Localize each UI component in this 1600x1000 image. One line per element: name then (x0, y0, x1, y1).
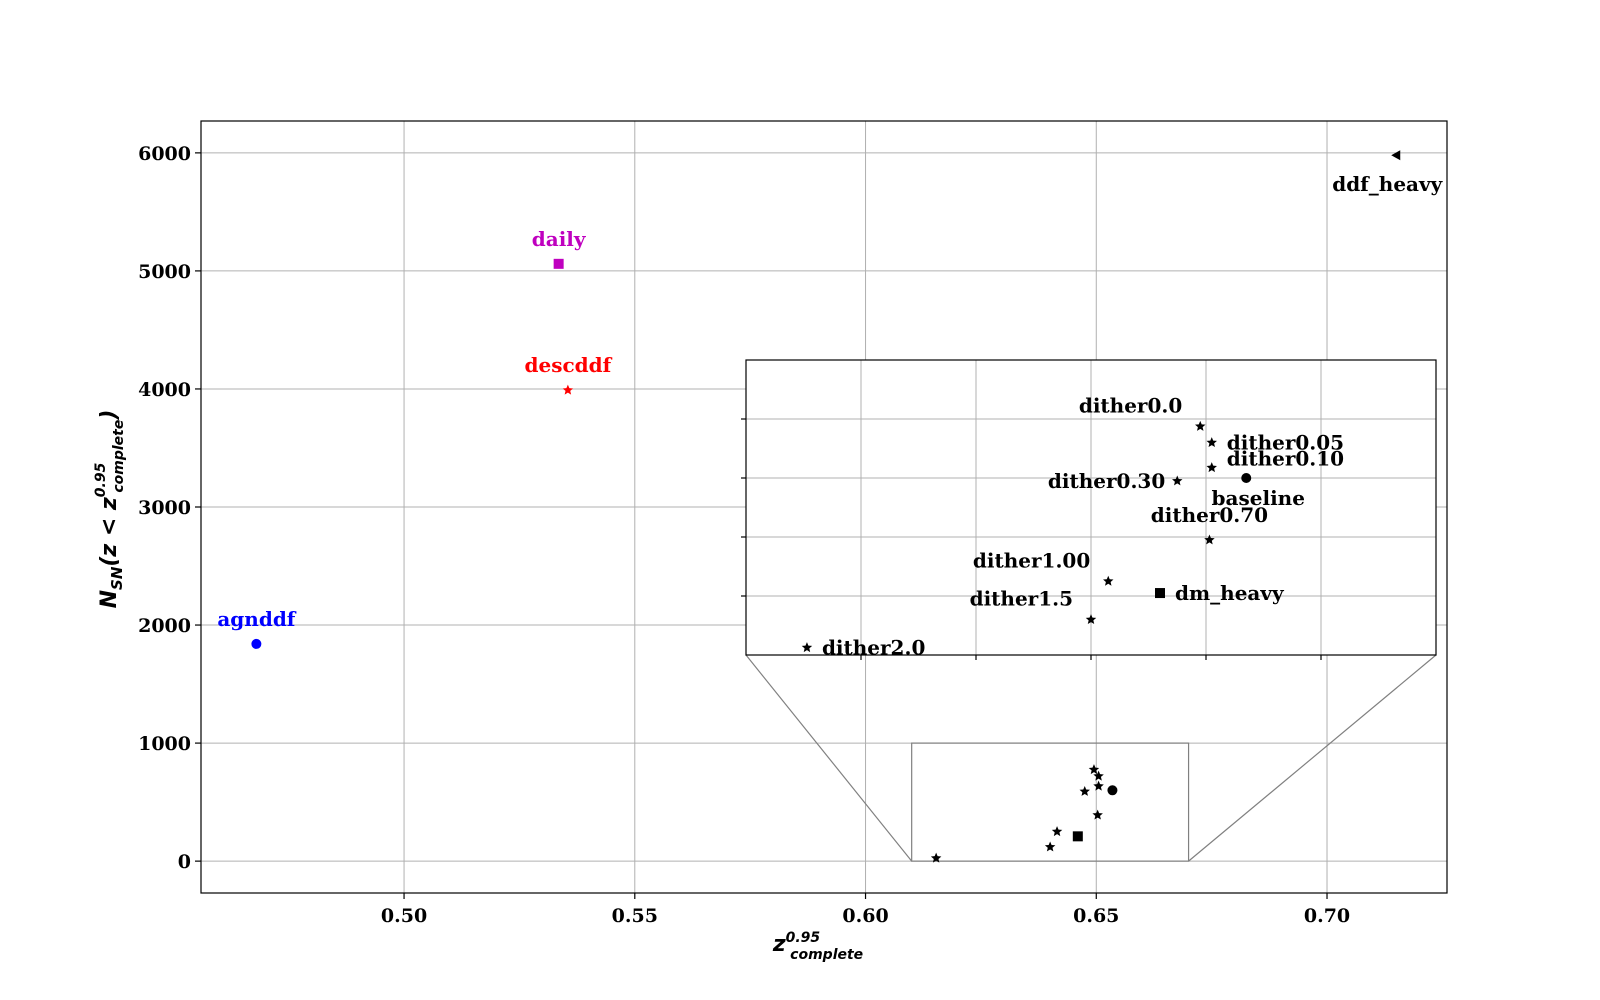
x-tick-label: 0.50 (381, 905, 427, 927)
inset-point-dither2-0 (801, 642, 813, 653)
data-point-dither1-00 (1051, 826, 1063, 837)
plot-frame (200, 120, 1448, 894)
point-labels: agnddf daily descddf ddf_heavy (217, 172, 1443, 631)
data-point-dm-heavy (1072, 831, 1083, 842)
inset-point-label: dither0.70 (1151, 503, 1268, 527)
x-tick-label: 0.60 (842, 905, 888, 927)
inset-point-dither0-05 (1206, 437, 1217, 448)
point-label: descddf (525, 353, 613, 377)
data-point-dither1-5 (1044, 841, 1056, 852)
y-axis-label: NSN(z < z0.95 complete) (93, 410, 127, 609)
data-point-daily (553, 258, 564, 269)
inset-point-baseline (1241, 473, 1252, 483)
zoom-region-box (911, 742, 1190, 862)
inset-point-label: dither0.05 (1227, 431, 1344, 455)
y-tick-label: 4000 (138, 379, 191, 401)
inset-point-label: dither0.0 (1079, 393, 1182, 417)
y-tick-label: 2000 (138, 615, 191, 637)
x-tick-label: 0.65 (1073, 905, 1119, 927)
inset-point-dither0-0 (1195, 420, 1206, 431)
data-point-dither0-70 (1092, 809, 1103, 820)
inset-axes: baselinedm_heavydither0.0dither0.05dithe… (741, 359, 1437, 660)
inset-point-label: baseline (1212, 486, 1305, 510)
inset-point-label: dm_heavy (1175, 581, 1285, 605)
inset-point-dither0-70 (1204, 534, 1215, 545)
data-point-dither0-0 (1088, 764, 1100, 775)
data-point-dither0-05 (1093, 770, 1104, 781)
x-tick-label: 0.55 (612, 905, 658, 927)
zoom-connector-line (1188, 654, 1437, 862)
zoom-indicator (745, 654, 1437, 862)
inset-point-label: dither0.10 (1227, 447, 1344, 471)
main-points (251, 150, 1401, 863)
inset-point-label: dither1.5 (970, 587, 1073, 611)
y-axis-ticks: 0 1000 2000 3000 4000 5000 6000 (138, 143, 201, 873)
inset-point-dither1-5 (1085, 614, 1097, 625)
inset-frame (745, 359, 1437, 656)
point-label: daily (532, 227, 587, 251)
y-tick-label: 0 (178, 851, 191, 873)
data-point-descddf (562, 384, 574, 395)
y-tick-label: 5000 (138, 261, 191, 283)
zoom-connector-line (745, 654, 913, 862)
point-label: ddf_heavy (1332, 172, 1443, 196)
point-label: agnddf (217, 607, 296, 631)
inset-point-label: dither1.00 (973, 548, 1090, 572)
data-point-dither0-10 (1093, 780, 1104, 791)
data-point-dither0-30 (1079, 785, 1090, 796)
inset-point-label: dither0.30 (1048, 469, 1165, 493)
inset-point-dither1-00 (1103, 575, 1114, 586)
data-point-dither2-0 (930, 852, 942, 863)
y-tick-label: 1000 (138, 733, 191, 755)
y-tick-label: 3000 (138, 497, 191, 519)
inset-point-label: dither2.0 (822, 636, 925, 660)
y-tick-label: 6000 (138, 143, 191, 165)
x-axis-label: z0.95 complete (772, 930, 863, 963)
data-point-baseline (1107, 785, 1118, 796)
data-point-agnddf (251, 638, 262, 649)
inset-point-dm-heavy (1155, 588, 1165, 599)
inset-point-dither0-10 (1206, 462, 1217, 473)
data-point-ddf-heavy (1391, 150, 1401, 161)
x-tick-label: 0.70 (1304, 905, 1350, 927)
inset-point-dither0-30 (1172, 475, 1183, 486)
x-axis-ticks: 0.50 0.55 0.60 0.65 0.70 (381, 893, 1350, 927)
